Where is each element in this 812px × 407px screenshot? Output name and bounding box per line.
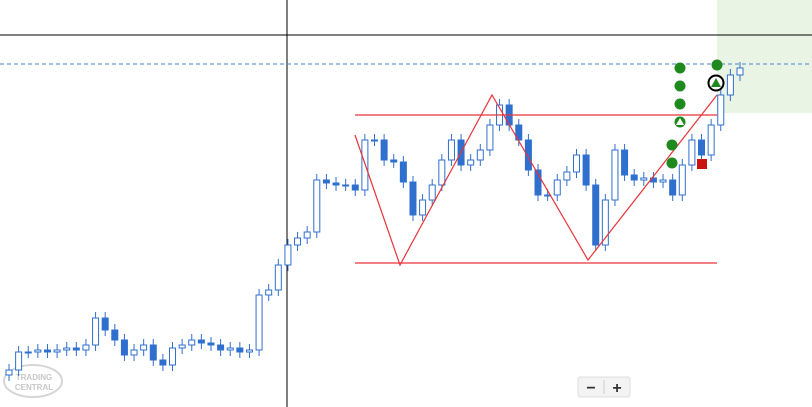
candle-body [101, 317, 109, 331]
candle-body [438, 159, 446, 186]
candle-body [217, 344, 225, 351]
candle-body [640, 177, 648, 181]
candle-body [707, 124, 715, 156]
candle-body [82, 344, 90, 351]
candle-body [553, 179, 561, 196]
candle-body [178, 344, 186, 349]
candle-body [390, 159, 398, 163]
candle-body [736, 67, 744, 76]
signal-triangle [676, 118, 684, 125]
candle-body [447, 139, 455, 161]
signal-dot [674, 80, 686, 92]
candle-body [399, 161, 407, 183]
candle-body [630, 174, 638, 181]
candle-body [169, 347, 177, 366]
signals [666, 59, 725, 169]
candle-body [572, 154, 580, 173]
candle-body [332, 182, 340, 186]
signal-dot [711, 59, 723, 71]
candle-body [5, 369, 13, 376]
candle-body [24, 351, 32, 354]
candle-body [236, 347, 244, 353]
candle-body [226, 347, 234, 351]
candle-body [476, 149, 484, 161]
candle-body [698, 139, 706, 156]
candle-body [322, 179, 330, 184]
candle-body [592, 184, 600, 246]
candle-body [582, 154, 590, 186]
candle-body [92, 317, 100, 346]
candles [5, 62, 744, 381]
candle-body [265, 289, 273, 296]
candle-body [669, 179, 677, 196]
candle-body [63, 347, 71, 351]
candle-body [111, 329, 119, 341]
candle-body [419, 199, 427, 216]
candle-body [34, 349, 42, 353]
candle-body [15, 351, 23, 371]
candle-body [245, 349, 253, 353]
candle-body [428, 184, 436, 201]
candle-body [284, 244, 292, 266]
signal-dot [674, 98, 686, 110]
pattern-zigzag [354, 93, 718, 267]
candle-body [486, 124, 494, 151]
candle-body [678, 164, 686, 196]
candle-body [188, 339, 196, 346]
candle-body [149, 344, 157, 361]
zoom-controls: − + [577, 376, 631, 398]
candle-body [351, 184, 359, 191]
candle-body [303, 231, 311, 239]
candle-body [717, 94, 725, 126]
watermark: TRADING CENTRAL [3, 364, 63, 398]
candle-body [380, 139, 388, 161]
watermark-text: CENTRAL [15, 383, 53, 392]
candle-body [255, 294, 263, 351]
candle-body [72, 347, 80, 351]
candle-body [197, 339, 205, 344]
highlight-zone [717, 0, 812, 113]
signal-dot [666, 139, 678, 151]
pattern [354, 93, 718, 267]
watermark-ring [3, 364, 63, 398]
candle-body [659, 179, 667, 183]
candle-body [159, 359, 167, 366]
signal-square [697, 159, 707, 169]
candle-body [467, 159, 475, 166]
candle-body [688, 139, 696, 166]
candle-body [371, 139, 378, 142]
candle-body [130, 349, 138, 356]
candle-body [524, 139, 532, 171]
candle-body [611, 149, 619, 201]
signal-triangle [711, 78, 721, 87]
candle-body [342, 184, 350, 187]
candle-body [120, 339, 128, 356]
signal-dot [666, 157, 678, 169]
candle-body [294, 237, 302, 246]
candle-body [621, 149, 629, 176]
zoom-out-button[interactable]: − [586, 380, 595, 397]
candle-body [601, 199, 609, 246]
candle-body [409, 181, 417, 216]
candle-body [274, 264, 282, 291]
candle-body [726, 74, 734, 96]
watermark-text: TRADING [16, 373, 52, 382]
candle-body [534, 169, 542, 196]
candle-body [53, 349, 61, 353]
signal-dot [674, 62, 686, 74]
zoom-in-button[interactable]: + [612, 380, 621, 397]
candle-body [207, 342, 215, 346]
candle-body [563, 171, 571, 181]
candle-body [43, 349, 51, 353]
candle-body [140, 344, 148, 351]
candle-body [313, 179, 321, 233]
